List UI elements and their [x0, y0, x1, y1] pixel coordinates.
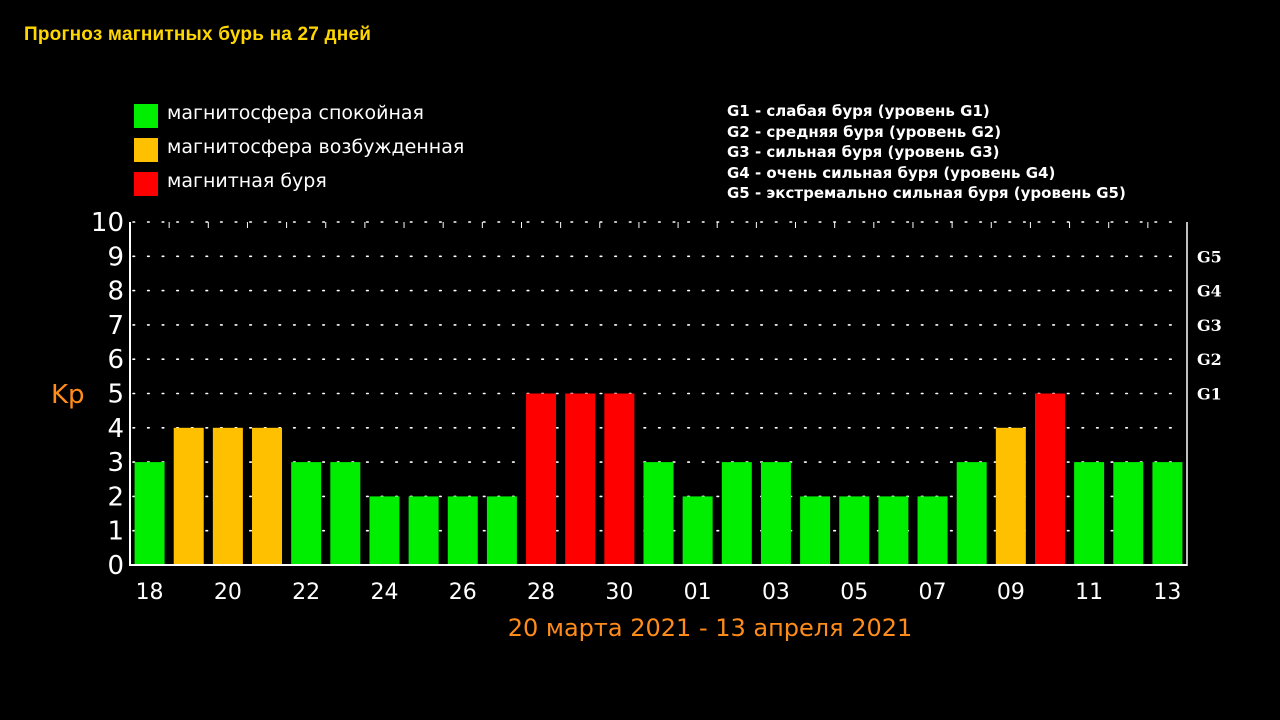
y-tick-label: 9: [107, 242, 124, 272]
x-tick-label: 07: [919, 580, 947, 605]
y-tick-label: 5: [107, 380, 124, 410]
legend-swatch-calm: [134, 104, 158, 128]
g-level-label: G3: [1197, 316, 1222, 335]
x-tick-label: 09: [997, 580, 1025, 605]
legend-label-calm: магнитосфера спокойная: [167, 102, 424, 124]
bar: [682, 496, 713, 564]
g-note-g5: G5 - экстремально сильная буря (уровень …: [727, 184, 1126, 202]
bar: [995, 427, 1026, 564]
legend-swatch-storm: [134, 172, 158, 196]
x-tick-label: 03: [762, 580, 790, 605]
x-tick-label: 01: [684, 580, 712, 605]
y-tick-label: 3: [107, 448, 124, 478]
bar: [604, 393, 635, 564]
x-tick-label: 30: [605, 580, 633, 605]
bar: [565, 393, 596, 564]
x-tick-label: 18: [136, 580, 164, 605]
bar: [212, 427, 243, 564]
bar: [643, 462, 674, 564]
y-tick-label: 1: [107, 517, 124, 547]
x-tick-label: 05: [840, 580, 868, 605]
bar: [369, 496, 400, 564]
bar: [526, 393, 557, 564]
bar: [486, 496, 517, 564]
page-title: Прогноз магнитных бурь на 27 дней: [24, 24, 372, 45]
bar: [134, 462, 165, 564]
bar: [252, 427, 283, 564]
x-tick-label: 22: [292, 580, 320, 605]
x-tick-label: 11: [1075, 580, 1103, 605]
g-note-g4: G4 - очень сильная буря (уровень G4): [727, 163, 1056, 182]
y-tick-label: 6: [107, 345, 124, 375]
legend-label-storm: магнитная буря: [167, 170, 327, 192]
bar: [878, 496, 909, 564]
y-tick-label: 0: [107, 551, 124, 581]
bar: [408, 496, 439, 564]
g-note-g2: G2 - средняя буря (уровень G2): [727, 122, 1002, 141]
y-axis-label: Kp: [51, 380, 85, 410]
bar: [1034, 393, 1065, 564]
bar: [956, 462, 987, 564]
legend-swatch-excited: [134, 138, 158, 162]
legend-label-excited: магнитосфера возбужденная: [167, 136, 465, 158]
bar: [760, 462, 791, 564]
bar: [173, 427, 204, 564]
g-note-g3: G3 - сильная буря (уровень G3): [727, 143, 1000, 161]
g-level-label: G2: [1197, 350, 1222, 369]
x-tick-label: 20: [214, 580, 242, 605]
y-tick-label: 4: [107, 414, 124, 444]
x-tick-label: 13: [1153, 580, 1181, 605]
bar: [800, 496, 831, 564]
x-tick-label: 28: [527, 580, 555, 605]
bar: [330, 462, 361, 564]
bar: [291, 462, 322, 564]
bar: [917, 496, 948, 564]
g-level-label: G1: [1197, 385, 1222, 404]
bar: [839, 496, 870, 564]
bar: [1074, 462, 1105, 564]
storm-level-notes: G1 - слабая буря (уровень G1) G2 - средн…: [727, 101, 1126, 204]
bar: [1152, 462, 1183, 564]
y-tick-label: 7: [107, 311, 124, 341]
chart-date-range: 20 марта 2021 - 13 апреля 2021: [507, 614, 913, 642]
bar: [447, 496, 478, 564]
bar: [1113, 462, 1144, 564]
bar: [721, 462, 752, 564]
y-tick-label: 8: [107, 277, 124, 307]
x-tick-label: 26: [449, 580, 477, 605]
y-tick-label: 2: [107, 482, 124, 512]
g-level-label: G5: [1197, 247, 1222, 266]
x-tick-label: 24: [370, 580, 398, 605]
g-level-label: G4: [1197, 282, 1222, 301]
g-note-g1: G1 - слабая буря (уровень G1): [727, 102, 990, 120]
y-tick-label: 10: [91, 208, 124, 238]
